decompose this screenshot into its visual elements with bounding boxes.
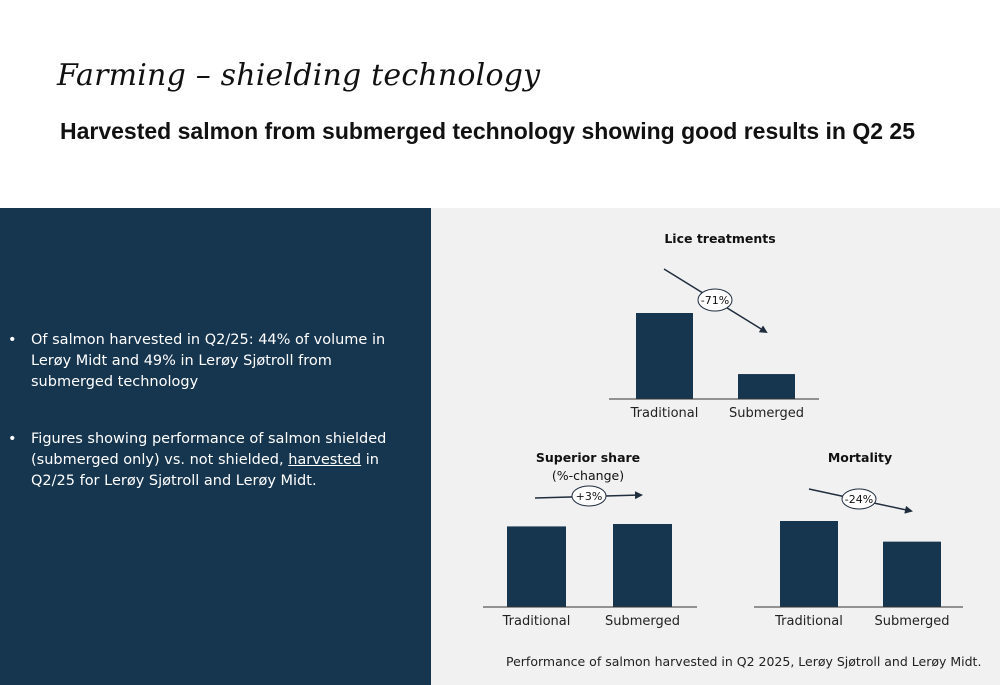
chart-subtitle: (%-change) xyxy=(552,468,624,483)
annotation-bubble xyxy=(697,288,733,312)
charts-panel: Lice treatments Traditional Submerged -71% S… xyxy=(431,208,1000,685)
bar-submerged xyxy=(738,374,795,399)
category-label: Submerged xyxy=(729,406,804,421)
category-label: Submerged xyxy=(605,614,680,629)
annotation-label: -24% xyxy=(845,493,873,506)
annotation-bubble xyxy=(571,485,607,507)
charts-canvas: Lice treatments Traditional Submerged -71% S… xyxy=(483,231,963,629)
category-label: Traditional xyxy=(502,614,571,629)
bar-traditional xyxy=(636,313,693,399)
annotation-label: -71% xyxy=(701,294,729,307)
bullet-dot: • xyxy=(8,431,17,447)
bar-submerged xyxy=(613,524,672,607)
category-label: Traditional xyxy=(774,614,843,629)
bullet-item-performance: • Figures showing performance of salmon … xyxy=(8,429,418,492)
bar-traditional xyxy=(507,526,566,607)
bullet-item-volume: • Of salmon harvested in Q2/25: 44% of v… xyxy=(8,330,418,393)
bullet-text-volume: Of salmon harvested in Q2/25: 44% of vol… xyxy=(31,332,386,390)
bar-submerged xyxy=(883,541,941,607)
category-label: Traditional xyxy=(630,406,699,421)
chart-footnote: Performance of salmon harvested in Q2 20… xyxy=(506,654,982,669)
page-headline: Harvested salmon from submerged technolo… xyxy=(60,118,915,144)
category-label: Submerged xyxy=(874,614,949,629)
annotation-label: +3% xyxy=(576,490,603,503)
bullet-text-harvested-underlined: harvested xyxy=(288,452,362,468)
left-info-panel: • Of salmon harvested in Q2/25: 44% of v… xyxy=(0,208,431,685)
section-script-title: Farming – shielding technology xyxy=(57,58,541,93)
bullet-list: • Of salmon harvested in Q2/25: 44% of v… xyxy=(8,330,418,528)
annotation-bubble xyxy=(841,488,877,510)
bullet-text-performance-start: Figures showing performance of salmon sh… xyxy=(31,431,387,468)
chart-title: Lice treatments xyxy=(664,231,775,246)
chart-title: Mortality xyxy=(828,450,892,465)
bullet-dot: • xyxy=(8,332,17,348)
chart-title: Superior share xyxy=(536,450,640,465)
bullet-text-performance-end: in Q2/25 for Lerøy Sjøtroll and Lerøy Mi… xyxy=(31,452,379,489)
bar-traditional xyxy=(780,521,838,607)
